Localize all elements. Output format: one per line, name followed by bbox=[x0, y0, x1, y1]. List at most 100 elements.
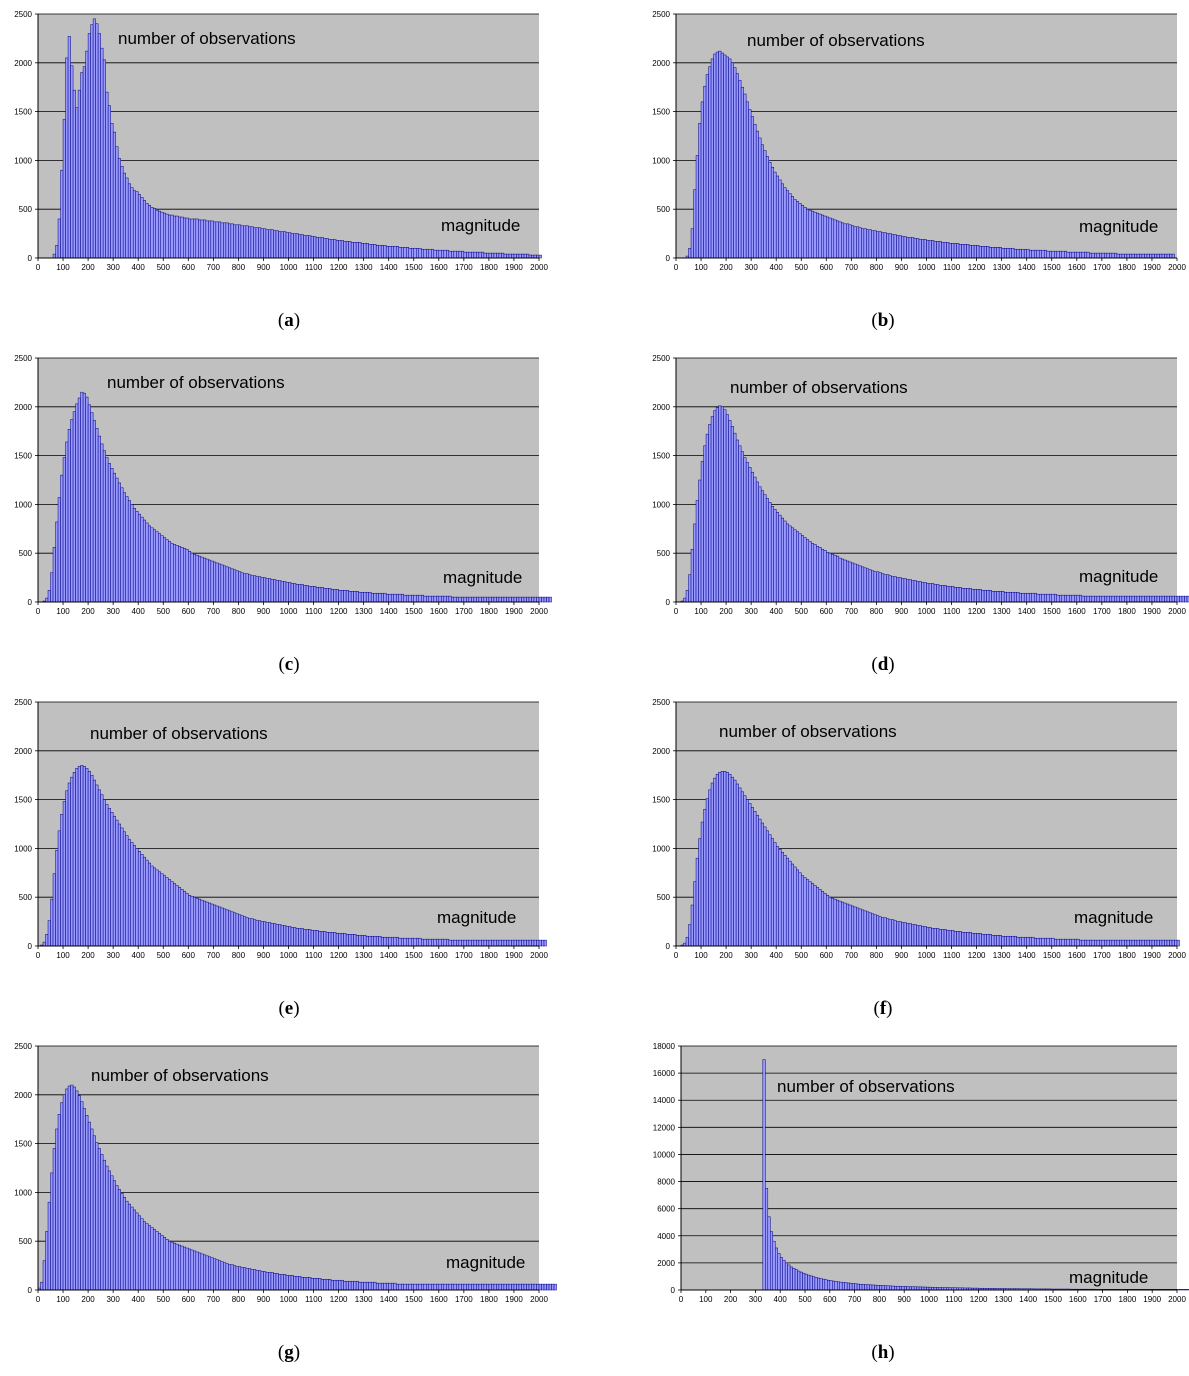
histogram-bar bbox=[941, 242, 945, 259]
histogram-bar bbox=[832, 1280, 836, 1291]
histogram-bar bbox=[185, 1247, 189, 1291]
histogram-bar bbox=[298, 234, 302, 259]
histogram-bar bbox=[188, 1248, 192, 1291]
x-tick-label: 1200 bbox=[968, 607, 986, 616]
histogram-bar bbox=[170, 881, 174, 947]
histogram-bar bbox=[1048, 937, 1052, 947]
histogram-bar bbox=[338, 1279, 342, 1291]
histogram-bar bbox=[695, 857, 699, 947]
x-tick-label: 800 bbox=[870, 263, 884, 272]
caption-close-paren: ) bbox=[293, 310, 301, 331]
histogram-bar bbox=[463, 596, 467, 603]
histogram-bar bbox=[170, 1241, 174, 1291]
x-tick-label: 1600 bbox=[430, 1295, 448, 1304]
histogram-bar bbox=[82, 66, 86, 259]
histogram-bar bbox=[365, 935, 369, 947]
histogram-bar bbox=[250, 1269, 254, 1291]
histogram-bar bbox=[1076, 938, 1080, 947]
histogram-bar bbox=[798, 203, 802, 259]
histogram-bar bbox=[943, 585, 947, 603]
histogram-bar bbox=[491, 1283, 495, 1291]
histogram-bar bbox=[523, 939, 527, 947]
histogram-bar bbox=[916, 925, 920, 947]
histogram-bar bbox=[190, 895, 194, 947]
histogram-bar bbox=[856, 564, 860, 603]
x-tick-label: 1800 bbox=[480, 607, 498, 616]
histogram-bar bbox=[85, 396, 89, 603]
histogram-bar bbox=[388, 936, 392, 947]
histogram-bar bbox=[941, 929, 945, 947]
histogram-bar bbox=[848, 224, 852, 259]
histogram-bar bbox=[808, 881, 812, 947]
histogram-bar bbox=[854, 1283, 858, 1291]
histogram-bar bbox=[188, 550, 192, 603]
histogram-bar bbox=[876, 231, 880, 259]
caption-open-paren: ( bbox=[871, 654, 878, 675]
histogram-bar bbox=[831, 218, 835, 259]
histogram-bar bbox=[943, 929, 947, 947]
x-tick-label: 1700 bbox=[1093, 607, 1111, 616]
histogram-bar bbox=[363, 935, 367, 947]
chart-panel-b: 0 500 1000 1500 2000 2500 0 100 200 300 400 500 600 7… bbox=[594, 0, 1189, 344]
histogram-bar bbox=[1001, 935, 1005, 947]
histogram-bar bbox=[168, 541, 172, 603]
histogram-bar bbox=[375, 1282, 379, 1291]
histogram-bar bbox=[1089, 252, 1093, 259]
histogram-bar bbox=[85, 1115, 89, 1291]
histogram-bar bbox=[838, 221, 842, 259]
histogram-bar bbox=[45, 1231, 49, 1291]
histogram-bar bbox=[1006, 935, 1010, 947]
histogram-bar bbox=[506, 596, 510, 603]
histogram-bar bbox=[790, 196, 794, 259]
histogram-bar bbox=[155, 1231, 159, 1291]
x-tick-label: 1900 bbox=[505, 263, 523, 272]
histogram-bar bbox=[823, 550, 827, 603]
histogram-bar bbox=[67, 1085, 71, 1291]
histogram-bar bbox=[531, 939, 535, 947]
histogram-bar bbox=[1161, 595, 1165, 603]
x-tick-label: 1100 bbox=[305, 1295, 323, 1304]
histogram-bar bbox=[1166, 939, 1170, 947]
histogram-bar bbox=[243, 1267, 247, 1291]
histogram-bar bbox=[876, 915, 880, 947]
histogram-bar bbox=[1074, 251, 1078, 259]
histogram-bar bbox=[218, 1260, 222, 1291]
histogram-bar bbox=[783, 187, 787, 259]
histogram-bar bbox=[536, 596, 540, 603]
y-tick-label: 0 bbox=[28, 254, 33, 263]
histogram-bar bbox=[998, 935, 1002, 947]
histogram-bar bbox=[473, 939, 477, 947]
histogram-bar bbox=[416, 937, 420, 947]
histogram-bar bbox=[300, 584, 304, 603]
histogram-bar bbox=[981, 590, 985, 603]
histogram-bar bbox=[891, 919, 895, 947]
histogram-bar bbox=[760, 822, 764, 947]
histogram-bar bbox=[528, 939, 532, 947]
histogram-bar bbox=[200, 1253, 204, 1291]
histogram-bar bbox=[340, 240, 344, 259]
histogram-bar bbox=[338, 240, 342, 259]
histogram-bar bbox=[318, 237, 322, 259]
histogram-bar bbox=[70, 419, 74, 603]
histogram-bar bbox=[795, 869, 799, 947]
histogram-bar bbox=[1071, 938, 1075, 947]
histogram-bar bbox=[971, 589, 975, 603]
histogram-bar bbox=[526, 939, 530, 947]
histogram-bar bbox=[1028, 249, 1032, 259]
histogram-bar bbox=[516, 1283, 520, 1291]
histogram-bar bbox=[263, 577, 267, 603]
histogram-bar bbox=[971, 245, 975, 259]
x-tick-label: 1700 bbox=[455, 1295, 473, 1304]
chart-panel-c: 0 500 1000 1500 2000 2500 0 100 200 300 400 500 600 7… bbox=[0, 344, 595, 688]
histogram-bar bbox=[52, 547, 56, 603]
chart-panel-g: 0 500 1000 1500 2000 2500 0 100 200 300 400 500 600 7… bbox=[0, 1032, 595, 1376]
histogram-bar bbox=[804, 1273, 808, 1291]
histogram-bar bbox=[891, 576, 895, 603]
histogram-bar bbox=[518, 939, 522, 947]
histogram-bar bbox=[916, 581, 920, 603]
histogram-bar bbox=[1106, 939, 1110, 947]
x-tick-label: 1600 bbox=[1069, 1295, 1087, 1304]
histogram-bar bbox=[1104, 939, 1108, 947]
histogram-bar bbox=[410, 937, 414, 947]
